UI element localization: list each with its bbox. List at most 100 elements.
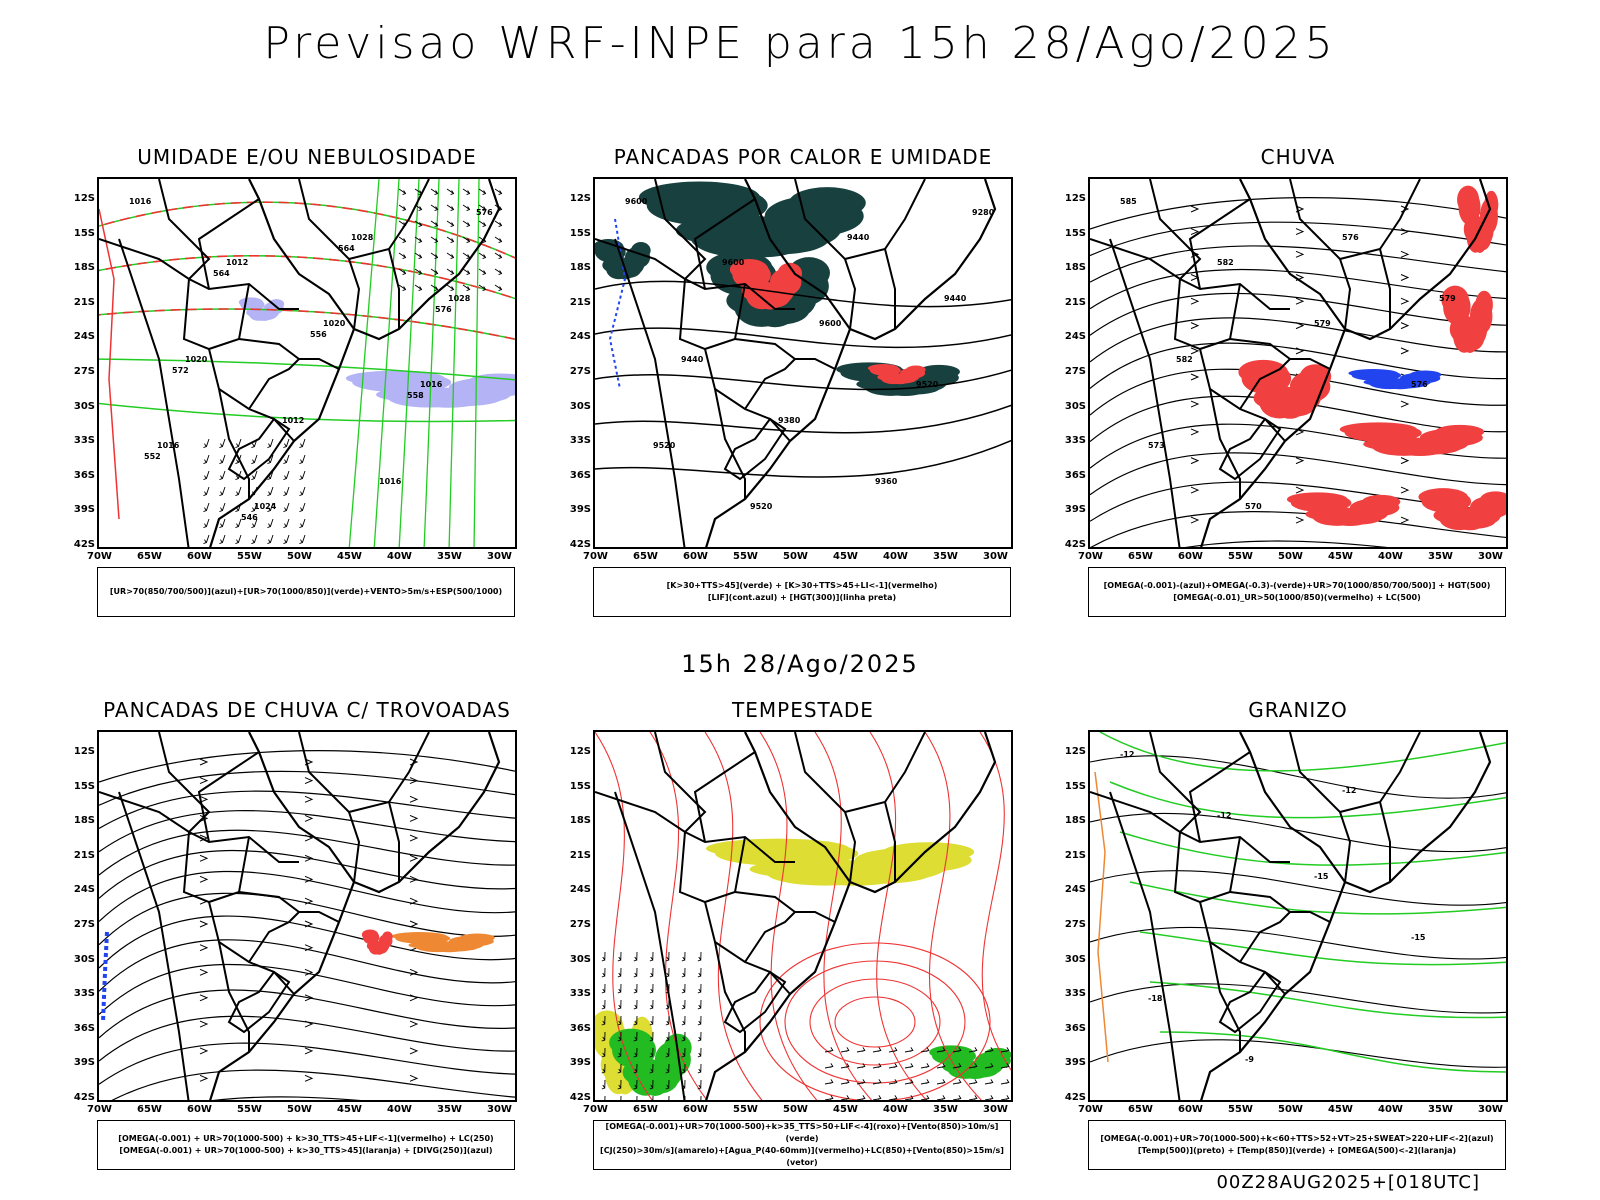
contour-label: -18 xyxy=(1148,994,1163,1003)
streamline-arrow xyxy=(1190,322,1200,330)
legend-line: [OMEGA(-0.001)+UR>70(1000-500)+k>35_TTS>… xyxy=(605,1122,999,1143)
rain-area xyxy=(1339,422,1485,456)
streamline-arrow xyxy=(409,968,419,976)
longitude-label: 40W xyxy=(1378,1104,1403,1115)
state-border xyxy=(1149,179,1202,280)
latitude-label: 15S xyxy=(73,780,95,792)
contour-label: 9440 xyxy=(847,233,870,242)
state-border xyxy=(744,911,796,963)
state-border xyxy=(118,238,190,547)
contour-label: 9440 xyxy=(944,294,967,303)
streamline xyxy=(99,750,515,783)
state-border xyxy=(1239,358,1291,410)
streamline-arrow xyxy=(304,795,314,803)
wind-vector xyxy=(681,1063,686,1074)
contour-label: 582 xyxy=(1176,355,1193,364)
streamline-arrow xyxy=(199,968,209,976)
state-border xyxy=(248,358,300,410)
map-frame: -12 -12 -15 -15 -18 -9 -12 xyxy=(1088,730,1508,1102)
temp850-contour xyxy=(1119,831,1506,866)
longitude-axis: 70W 65W 60W 55W 50W 45W 40W 35W 30W xyxy=(1078,551,1518,565)
longitude-label: 35W xyxy=(933,551,958,562)
streamline-arrow xyxy=(409,834,419,842)
streamline xyxy=(1090,221,1506,257)
state-border xyxy=(614,238,686,547)
latitude-label: 27S xyxy=(1064,919,1086,930)
state-border xyxy=(298,179,361,330)
streamline-arrow xyxy=(304,814,314,822)
latitude-label: 30S xyxy=(73,953,95,965)
wind-vector xyxy=(203,454,210,464)
legend-line: [OMEGA(-0.001) + UR>70(1000-500) + k>30_… xyxy=(118,1134,494,1143)
temp500-contour xyxy=(1090,983,1506,1014)
wind-vector xyxy=(920,1063,930,1069)
wind-vector xyxy=(649,1031,654,1042)
coastline-north xyxy=(1344,179,1492,341)
state-border xyxy=(1109,791,1181,1100)
legend-line: [OMEGA(-0.001) + UR>70(1000-500) + k>30_… xyxy=(119,1146,493,1155)
panel-legend: [UR>70(850/700/500)](azul)+[UR>70(1000/8… xyxy=(97,567,515,617)
streamline-arrow xyxy=(1190,516,1200,524)
lc850-streamline xyxy=(595,732,653,1100)
map-frame: 9600 9600 9600 9520 9520 9520 9440 9440 9440 9380… xyxy=(593,177,1013,549)
streamline xyxy=(1184,540,1388,547)
map-svg: -12 -12 -15 -15 -18 -9 -12 xyxy=(1090,732,1506,1100)
wind-vector xyxy=(952,1079,962,1085)
latitude-label: 39S xyxy=(1064,1057,1086,1069)
state-border xyxy=(1289,179,1352,330)
streamline-arrow xyxy=(304,1020,314,1028)
wind-vector xyxy=(920,1079,930,1085)
wind-vector xyxy=(299,486,306,496)
wind-vector xyxy=(604,1095,606,1100)
streamline-arrow xyxy=(1190,373,1200,381)
state-border xyxy=(197,198,260,290)
latitude-label: 21S xyxy=(569,296,591,308)
streamline-arrow xyxy=(1190,457,1200,465)
contour-label: 1012 xyxy=(282,416,304,425)
state-border xyxy=(744,358,796,410)
contour-label: 9600 xyxy=(722,258,745,267)
streamline xyxy=(1090,452,1506,496)
forecast-run-label: 00Z28AUG2025+[018UTC] xyxy=(1216,1172,1480,1193)
streamline-arrow xyxy=(199,875,209,883)
streamline-arrow xyxy=(1400,322,1410,330)
longitude-label: 60W xyxy=(683,1104,708,1115)
longitude-label: 70W xyxy=(87,1104,112,1115)
wind-vector xyxy=(430,252,439,259)
hgt300-contour xyxy=(595,369,1011,391)
state-border xyxy=(704,901,791,995)
streamline-arrow xyxy=(304,994,314,1002)
state-border xyxy=(118,791,190,1100)
state-border xyxy=(654,179,707,280)
wind-vector xyxy=(665,1015,670,1026)
state-border xyxy=(1188,198,1251,290)
divergence-blue-marks xyxy=(101,931,109,1023)
state-border xyxy=(734,338,836,370)
wind-vector xyxy=(920,1095,930,1100)
streamline-arrow xyxy=(1400,516,1410,524)
coastline xyxy=(705,732,852,1100)
wind-vector xyxy=(299,502,306,512)
wind-vector xyxy=(203,438,210,448)
wind-vector xyxy=(203,486,210,496)
wind-vector xyxy=(414,236,423,243)
streamline-arrow xyxy=(1400,274,1410,281)
state-border xyxy=(298,732,361,883)
wind-vector xyxy=(697,1047,702,1058)
contour-label: 1016 xyxy=(157,441,180,450)
streamline xyxy=(99,892,515,946)
wind-vector xyxy=(872,1095,882,1100)
wind-vector xyxy=(601,999,606,1010)
wind-vector xyxy=(219,438,226,448)
thunder-red-area xyxy=(361,929,393,955)
temp850-contour xyxy=(1109,781,1506,819)
panel-title: CHUVA xyxy=(1260,145,1336,169)
hgt300-contour xyxy=(595,404,1011,434)
streamline-arrow xyxy=(1190,205,1200,213)
latitude-label: 18S xyxy=(1064,262,1086,274)
streamline-arrow xyxy=(1190,400,1200,408)
low-level-humidity-contour xyxy=(398,179,420,547)
wind-vector xyxy=(633,1079,638,1090)
map-frame: 585 582 579 576 573 570 576 579 582 xyxy=(1088,177,1508,549)
latitude-label: 39S xyxy=(1064,504,1086,516)
